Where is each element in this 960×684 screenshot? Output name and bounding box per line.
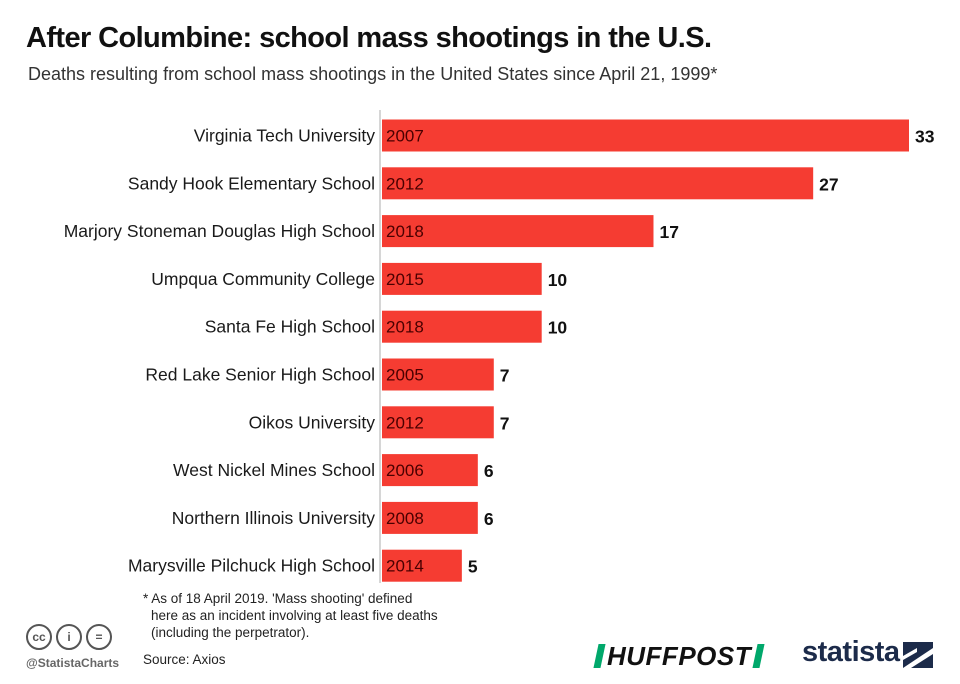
- bar: [382, 167, 813, 199]
- category-label: Oikos University: [249, 412, 376, 432]
- huffpost-logo: HUFFPOST: [596, 641, 762, 672]
- footnote-line: (including the perpetrator).: [143, 624, 493, 641]
- footnote-line: * As of 18 April 2019. 'Mass shooting' d…: [143, 590, 493, 607]
- bar-value-label: 6: [484, 509, 494, 529]
- bar-year-label: 2018: [386, 222, 424, 241]
- bar-year-label: 2015: [386, 270, 424, 289]
- category-label: Sandy Hook Elementary School: [128, 173, 375, 193]
- category-label: Marjory Stoneman Douglas High School: [64, 221, 375, 241]
- source-label: Source: Axios: [143, 652, 226, 667]
- category-label: Umpqua Community College: [151, 269, 375, 289]
- bar-value-label: 33: [915, 127, 935, 147]
- bar-year-label: 2007: [386, 127, 424, 146]
- category-label: Marysville Pilchuck High School: [128, 556, 375, 576]
- bar-year-label: 2012: [386, 413, 424, 432]
- attribution-icon: i: [56, 624, 82, 650]
- category-label: Santa Fe High School: [205, 317, 375, 337]
- category-label: Northern Illinois University: [172, 508, 376, 528]
- license-icons: cc i =: [26, 624, 112, 650]
- category-label: West Nickel Mines School: [173, 460, 375, 480]
- bar-year-label: 2008: [386, 509, 424, 528]
- huffpost-logo-text: HUFFPOST: [607, 641, 751, 671]
- bar-year-label: 2005: [386, 366, 424, 385]
- bar-value-label: 7: [500, 366, 510, 386]
- category-label: Red Lake Senior High School: [145, 365, 375, 385]
- bar-value-label: 7: [500, 413, 510, 433]
- statista-logo: statista: [802, 636, 900, 669]
- bar-value-label: 10: [548, 270, 568, 290]
- bar-value-label: 27: [819, 174, 838, 194]
- creative-commons-icon: cc: [26, 624, 52, 650]
- bar-value-label: 6: [484, 461, 494, 481]
- no-derivatives-icon: =: [86, 624, 112, 650]
- bar-value-label: 10: [548, 318, 568, 338]
- category-label: Virginia Tech University: [194, 126, 375, 146]
- bar-chart: Virginia Tech University 2007 33 Sandy Hook…: [0, 0, 960, 600]
- statista-handle: @StatistaCharts: [26, 656, 119, 670]
- footnote: * As of 18 April 2019. 'Mass shooting' d…: [143, 590, 493, 641]
- statista-logo-icon: [903, 642, 933, 668]
- bar-year-label: 2018: [386, 318, 424, 337]
- bar-value-label: 5: [468, 557, 478, 577]
- footnote-line: here as an incident involving at least f…: [143, 607, 493, 624]
- bar-year-label: 2014: [386, 557, 424, 576]
- bar-year-label: 2012: [386, 174, 424, 193]
- bar-year-label: 2006: [386, 461, 424, 480]
- bar: [382, 120, 909, 152]
- bar-value-label: 17: [659, 222, 678, 242]
